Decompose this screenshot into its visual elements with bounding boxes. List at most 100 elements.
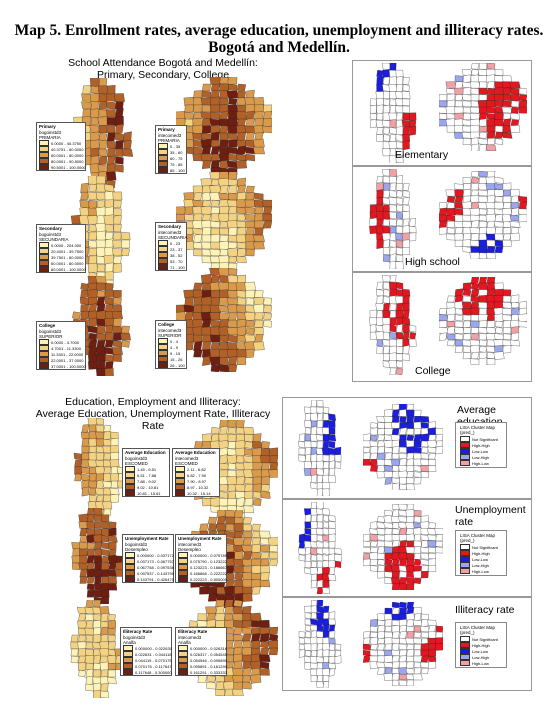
district-polygon <box>383 673 394 681</box>
district-polygon <box>98 109 108 118</box>
district-polygon <box>406 404 415 411</box>
district-polygon <box>316 514 324 523</box>
district-polygon <box>413 552 422 560</box>
district-polygon <box>202 160 212 169</box>
legend-title: Secondary <box>158 224 182 229</box>
legend-item-label: 11.3301 - 22.0000 <box>51 351 84 357</box>
district-polygon <box>225 516 235 525</box>
district-polygon <box>395 310 404 319</box>
district-polygon <box>420 649 430 657</box>
district-polygon <box>241 654 252 662</box>
district-polygon <box>502 87 512 96</box>
district-polygon <box>384 619 393 627</box>
medellin-college-lisa-map <box>439 277 527 365</box>
district-polygon <box>236 90 246 99</box>
district-polygon <box>462 221 472 228</box>
district-polygon <box>328 624 336 632</box>
district-polygon <box>470 171 480 178</box>
district-polygon <box>104 361 114 370</box>
legend-swatch <box>178 663 188 669</box>
district-polygon <box>334 454 342 463</box>
legend-item-label: 0.022631 - 0.044118 <box>135 651 172 657</box>
district-polygon <box>469 252 481 259</box>
district-polygon <box>113 263 122 273</box>
legend-item-label: 20.4001 - 39.7500 <box>51 248 84 254</box>
district-polygon <box>494 119 504 127</box>
district-polygon <box>252 433 262 443</box>
legend-item-label: 15 - 26 <box>170 356 183 362</box>
bogota-college-lisa-map <box>369 275 417 375</box>
district-polygon <box>406 533 415 542</box>
district-polygon <box>112 340 122 348</box>
district-polygon <box>104 340 114 348</box>
legend-item-label: 8.97 - 10.32 <box>187 484 209 490</box>
district-polygon <box>176 206 186 215</box>
district-polygon <box>518 100 527 108</box>
district-polygon <box>193 349 203 358</box>
legend-item-label: 4.7001 - 11.3300 <box>51 345 81 351</box>
district-polygon <box>202 90 212 99</box>
district-polygon <box>304 650 312 657</box>
district-polygon <box>389 76 397 86</box>
district-polygon <box>402 225 410 235</box>
district-polygon <box>383 296 390 304</box>
district-polygon <box>252 491 262 499</box>
bogota-illiteracy-lisa-map <box>298 600 342 688</box>
legend-item-label: 9 - 15 <box>170 350 181 356</box>
district-polygon <box>389 63 397 72</box>
district-polygon <box>454 87 464 95</box>
legend-college-bogota: College bogoinstd3 SUPERIOR 0.0000 - 4.7000… <box>36 321 86 370</box>
district-polygon <box>395 134 404 142</box>
district-polygon <box>217 212 231 223</box>
district-polygon <box>328 650 336 657</box>
district-polygon <box>384 528 393 535</box>
district-polygon <box>502 289 512 297</box>
district-polygon <box>223 680 235 691</box>
district-polygon <box>412 619 423 627</box>
district-polygon <box>402 84 410 92</box>
district-polygon <box>101 542 110 550</box>
district-polygon <box>90 117 100 126</box>
district-polygon <box>486 125 496 133</box>
district-polygon <box>304 447 312 456</box>
district-polygon <box>228 227 238 236</box>
district-polygon <box>219 185 229 194</box>
district-polygon <box>245 319 255 328</box>
district-polygon <box>389 218 397 227</box>
district-polygon <box>199 523 209 532</box>
legend-swatch <box>39 351 49 357</box>
district-polygon <box>470 332 480 341</box>
bogota-college-map <box>71 276 131 376</box>
district-polygon <box>383 76 390 85</box>
district-polygon <box>321 482 331 490</box>
district-polygon <box>215 600 225 608</box>
district-polygon <box>402 218 410 227</box>
district-polygon <box>113 93 125 102</box>
district-polygon <box>469 207 481 216</box>
district-polygon <box>478 214 488 222</box>
legend-item-label: 0.054546 - 0.095890 <box>190 657 227 663</box>
district-polygon <box>304 624 312 632</box>
district-polygon <box>193 334 203 343</box>
district-polygon <box>510 106 520 114</box>
district-polygon <box>82 85 91 95</box>
legend-swatch <box>178 645 188 651</box>
district-polygon <box>494 138 504 145</box>
district-polygon <box>377 649 385 657</box>
district-polygon <box>435 440 443 448</box>
district-polygon <box>322 413 330 421</box>
district-polygon <box>478 81 488 89</box>
district-polygon <box>193 282 203 291</box>
district-polygon <box>382 225 391 234</box>
district-polygon <box>224 606 234 615</box>
district-polygon <box>406 440 415 448</box>
legend-source: intecomed3 <box>178 635 202 640</box>
lisa-legend-item: Low-High <box>458 562 504 568</box>
district-polygon <box>383 416 394 423</box>
district-polygon <box>236 334 246 343</box>
district-polygon <box>470 327 480 334</box>
district-polygon <box>395 105 404 114</box>
district-polygon <box>321 547 331 555</box>
district-polygon <box>369 528 379 535</box>
district-polygon <box>391 458 401 466</box>
